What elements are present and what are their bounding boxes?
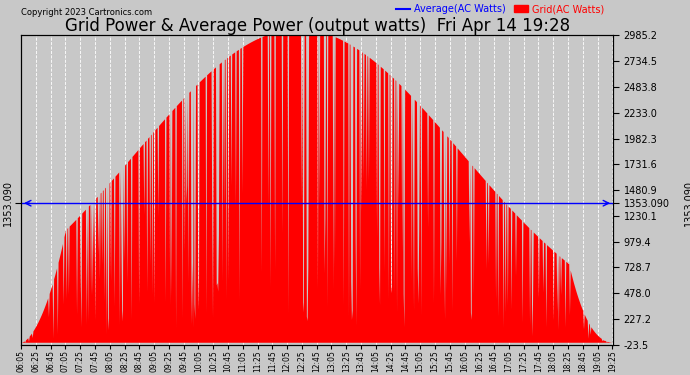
Title: Grid Power & Average Power (output watts)  Fri Apr 14 19:28: Grid Power & Average Power (output watts… [65, 17, 570, 35]
Text: 1353.090: 1353.090 [684, 180, 690, 226]
Legend: Average(AC Watts), Grid(AC Watts): Average(AC Watts), Grid(AC Watts) [392, 0, 608, 18]
Text: Copyright 2023 Cartronics.com: Copyright 2023 Cartronics.com [21, 8, 152, 17]
